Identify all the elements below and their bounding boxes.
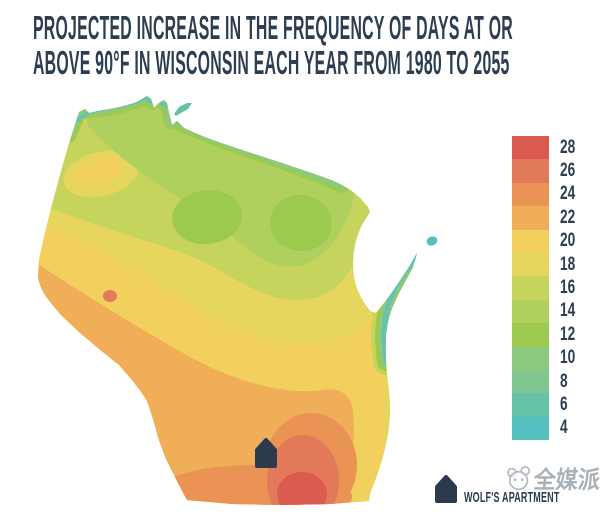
title-line-2: ABOVE 90°F IN WISCONSIN EACH YEAR FROM 1… <box>33 44 510 81</box>
band-12-east-pocket <box>270 194 332 252</box>
legend-label-26: 26 <box>560 160 576 182</box>
legend-colorbar <box>512 136 549 441</box>
legend-label-22: 22 <box>560 206 576 228</box>
colorbar-segment-6 <box>512 393 549 417</box>
house-icon <box>435 475 457 503</box>
colorbar-segment-10 <box>512 346 549 370</box>
colorbar-segment-12 <box>512 323 549 347</box>
colorbar-segment-20 <box>512 229 549 253</box>
legend-label-18: 18 <box>560 253 576 275</box>
legend-label-24: 24 <box>560 183 576 205</box>
washington-island <box>426 236 438 246</box>
band-26-west-dot <box>103 290 117 302</box>
band-12-west-pocket <box>172 189 242 245</box>
legend-label-20: 20 <box>560 230 576 252</box>
legend-label-12: 12 <box>560 323 576 345</box>
band-28 <box>277 472 327 505</box>
legend-label-14: 14 <box>560 300 576 322</box>
legend-label-16: 16 <box>560 277 576 299</box>
coast-strip-6 <box>381 251 417 365</box>
legend-labels: 28 26 24 22 20 18 16 14 12 10 8 6 4 <box>560 136 600 440</box>
colorbar-segment-28 <box>512 136 549 160</box>
peninsula-tip-4 <box>410 252 417 262</box>
colorbar-segment-4 <box>512 416 549 441</box>
legend-label-28: 28 <box>560 136 576 158</box>
colorbar-segment-26 <box>512 159 549 183</box>
colorbar-segment-8 <box>512 369 549 394</box>
colorbar-segment-24 <box>512 182 549 207</box>
colorbar-segment-22 <box>512 206 549 230</box>
legend-label-4: 4 <box>560 417 568 439</box>
house-marker-icon <box>255 438 277 468</box>
legend-label-6: 6 <box>560 393 568 415</box>
page-title: PROJECTED INCREASE IN THE FREQUENCY OF D… <box>33 10 606 80</box>
legend-label-8: 8 <box>560 370 568 392</box>
legend-label-10: 10 <box>560 347 576 369</box>
colorbar-segment-16 <box>512 276 549 300</box>
madeline-island <box>174 103 192 116</box>
colorbar-segment-14 <box>512 299 549 324</box>
title-line-1: PROJECTED INCREASE IN THE FREQUENCY OF D… <box>33 9 513 46</box>
colorbar-segment-18 <box>512 252 549 277</box>
band-20-nw-pocket <box>73 158 123 186</box>
marker-legend-label: WOLF'S APARTMENT <box>464 489 560 506</box>
contour-layers <box>38 96 417 505</box>
